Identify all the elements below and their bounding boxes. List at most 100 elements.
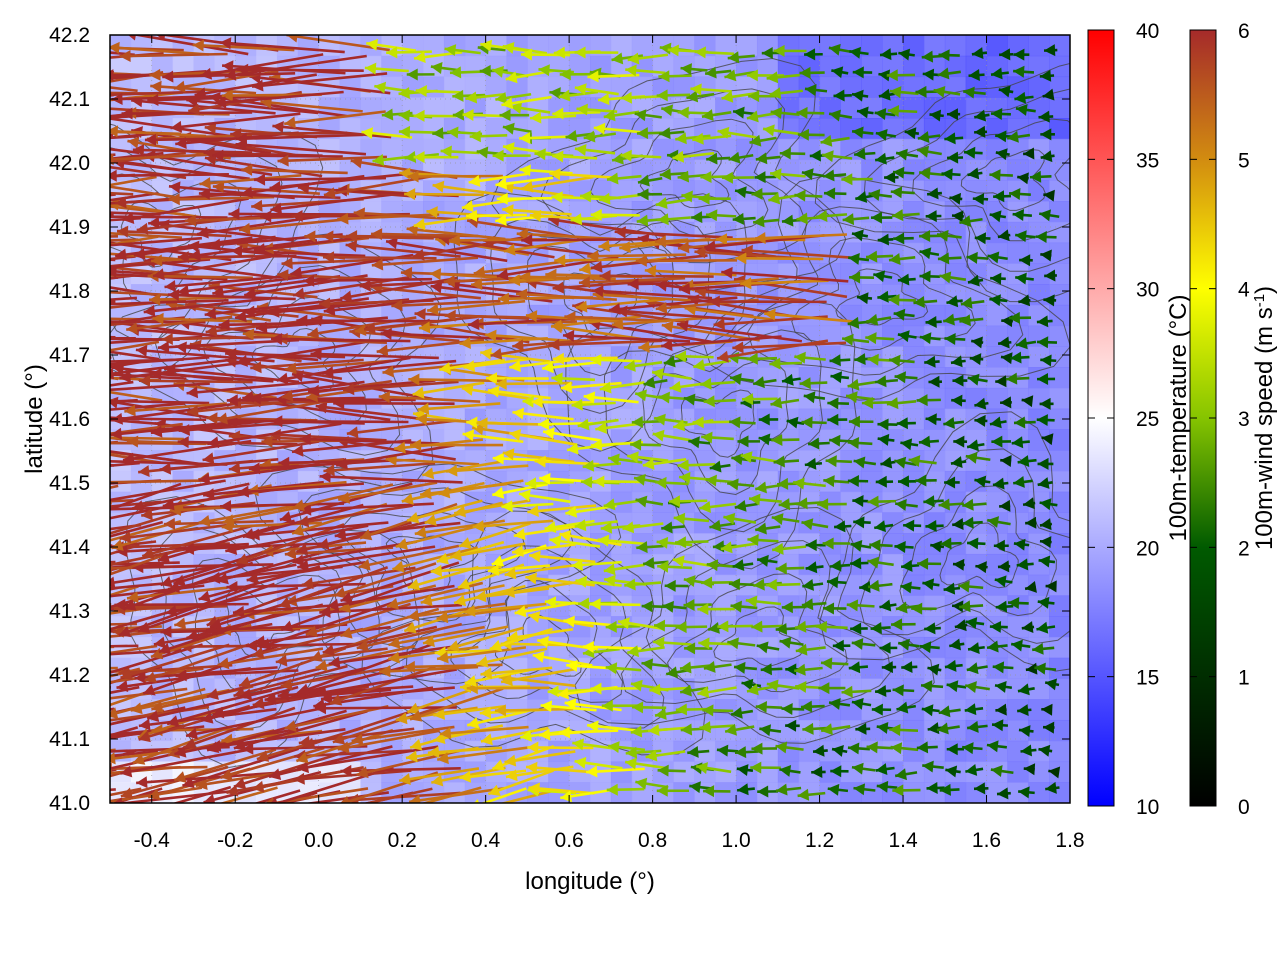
wind-vector-head: [97, 455, 108, 467]
field-cell: [1049, 201, 1070, 222]
wind-vector-head: [0, 307, 4, 319]
wind-vector-head: [89, 102, 100, 114]
x-tick-label: 0.2: [388, 829, 417, 852]
wind-vector-head: [8, 180, 20, 192]
x-tick-label: 0.8: [638, 829, 667, 852]
wind-vector-head: [82, 199, 94, 211]
field-cell: [799, 450, 820, 471]
field-cell: [757, 595, 778, 616]
wind-vector: [12, 750, 116, 759]
wind-vector-head: [5, 103, 16, 115]
wind-vector-head: [56, 187, 68, 199]
wind-vector-head: [4, 588, 16, 600]
wind-vector-head: [35, 312, 46, 324]
temperature-colorbar-label: 100m-temperature (°C): [1165, 294, 1192, 541]
wind-vector: [0, 524, 110, 536]
x-tick-label: -0.2: [217, 829, 253, 852]
wind-vector-head: [0, 63, 4, 75]
wind-vector: [271, 421, 408, 422]
x-tick-label: 0.4: [471, 829, 501, 852]
field-cell: [632, 429, 653, 450]
wind-vector-head: [6, 642, 17, 654]
x-tick-label: -0.4: [134, 829, 171, 852]
field-cell: [757, 699, 778, 720]
field-cell: [903, 97, 924, 118]
y-tick-label: 42.2: [49, 24, 90, 47]
wind-vector-head: [17, 206, 29, 218]
field-cell: [611, 595, 632, 616]
field-cell: [861, 658, 882, 679]
wind-vector-head: [34, 116, 46, 128]
wind-vector-head: [84, 497, 96, 509]
field-cell: [465, 741, 486, 762]
wind-vector-head: [215, 810, 227, 822]
wind-vector-head: [97, 677, 109, 689]
wind-vector-head: [92, 819, 104, 831]
wind-vector-head: [56, 366, 67, 378]
colorbar-tick-label: 10: [1136, 796, 1159, 819]
wind-vector-head: [35, 64, 46, 76]
wind-vector-head: [28, 570, 40, 581]
wind-vector-head: [94, 560, 106, 572]
wind-vector-head: [88, 262, 99, 274]
y-tick-label: 42.1: [49, 88, 90, 111]
wind-vector-head: [83, 431, 94, 443]
wind-vector-head: [12, 752, 23, 764]
wind-vector-head: [70, 386, 81, 398]
wind-vector-head: [23, 482, 34, 494]
wind-vector-head: [33, 802, 45, 814]
wind-vector-head: [58, 370, 69, 382]
wind-vector-head: [247, 805, 259, 817]
wind-vector: [83, 418, 206, 420]
wind-vector-head: [79, 443, 91, 455]
wind-vector-head: [15, 665, 26, 677]
wind-vector-head: [99, 714, 111, 726]
wind-vector: [404, 194, 484, 195]
field-cell: [820, 512, 841, 533]
wind-vector-head: [0, 250, 4, 262]
wind-vector: [2, 442, 118, 452]
wind-vector-head: [23, 533, 35, 545]
field-cell: [736, 637, 757, 658]
y-tick-label: 41.0: [49, 792, 90, 815]
wind-vector-head: [20, 753, 32, 765]
field-cell: [632, 35, 653, 56]
wind-vector-head: [102, 69, 113, 81]
wind-vector-head: [21, 175, 32, 187]
wind-vector: [315, 707, 457, 708]
wind-vector: [0, 769, 116, 789]
field-cell: [590, 741, 611, 762]
field-cell: [861, 409, 882, 430]
wind-vector-head: [60, 246, 72, 258]
wind-vector-head: [28, 329, 40, 341]
wind-vector-head: [35, 332, 46, 344]
field-cell: [465, 56, 486, 77]
field-cell: [861, 761, 882, 782]
field-cell: [1049, 305, 1070, 326]
wind-vector-head: [69, 633, 81, 645]
wind-vector-head: [6, 744, 18, 756]
wind-vector-head: [81, 626, 92, 638]
wind-vector-head: [33, 336, 45, 348]
field-cell: [1049, 118, 1070, 139]
wind-vector-head: [33, 271, 45, 283]
wind-vector: [0, 687, 111, 690]
wind-vector: [8, 503, 111, 516]
wind-vector-head: [96, 437, 107, 449]
wind-vector-head: [32, 138, 43, 150]
field-cell: [861, 367, 882, 388]
field-cell: [1007, 492, 1028, 513]
y-tick-label: 41.7: [49, 344, 90, 367]
field-cell: [903, 782, 924, 803]
wind-vector-head: [53, 269, 64, 281]
wind-vector-head: [2, 446, 13, 458]
wind-vector-head: [59, 625, 70, 637]
field-cell: [778, 56, 799, 77]
y-tick-label: 41.9: [49, 216, 90, 239]
wind-vector-head: [88, 314, 100, 326]
field-cell: [736, 492, 757, 513]
wind-vector-head: [92, 112, 104, 124]
wind-vector-head: [5, 728, 17, 740]
field-cell: [1049, 388, 1070, 409]
